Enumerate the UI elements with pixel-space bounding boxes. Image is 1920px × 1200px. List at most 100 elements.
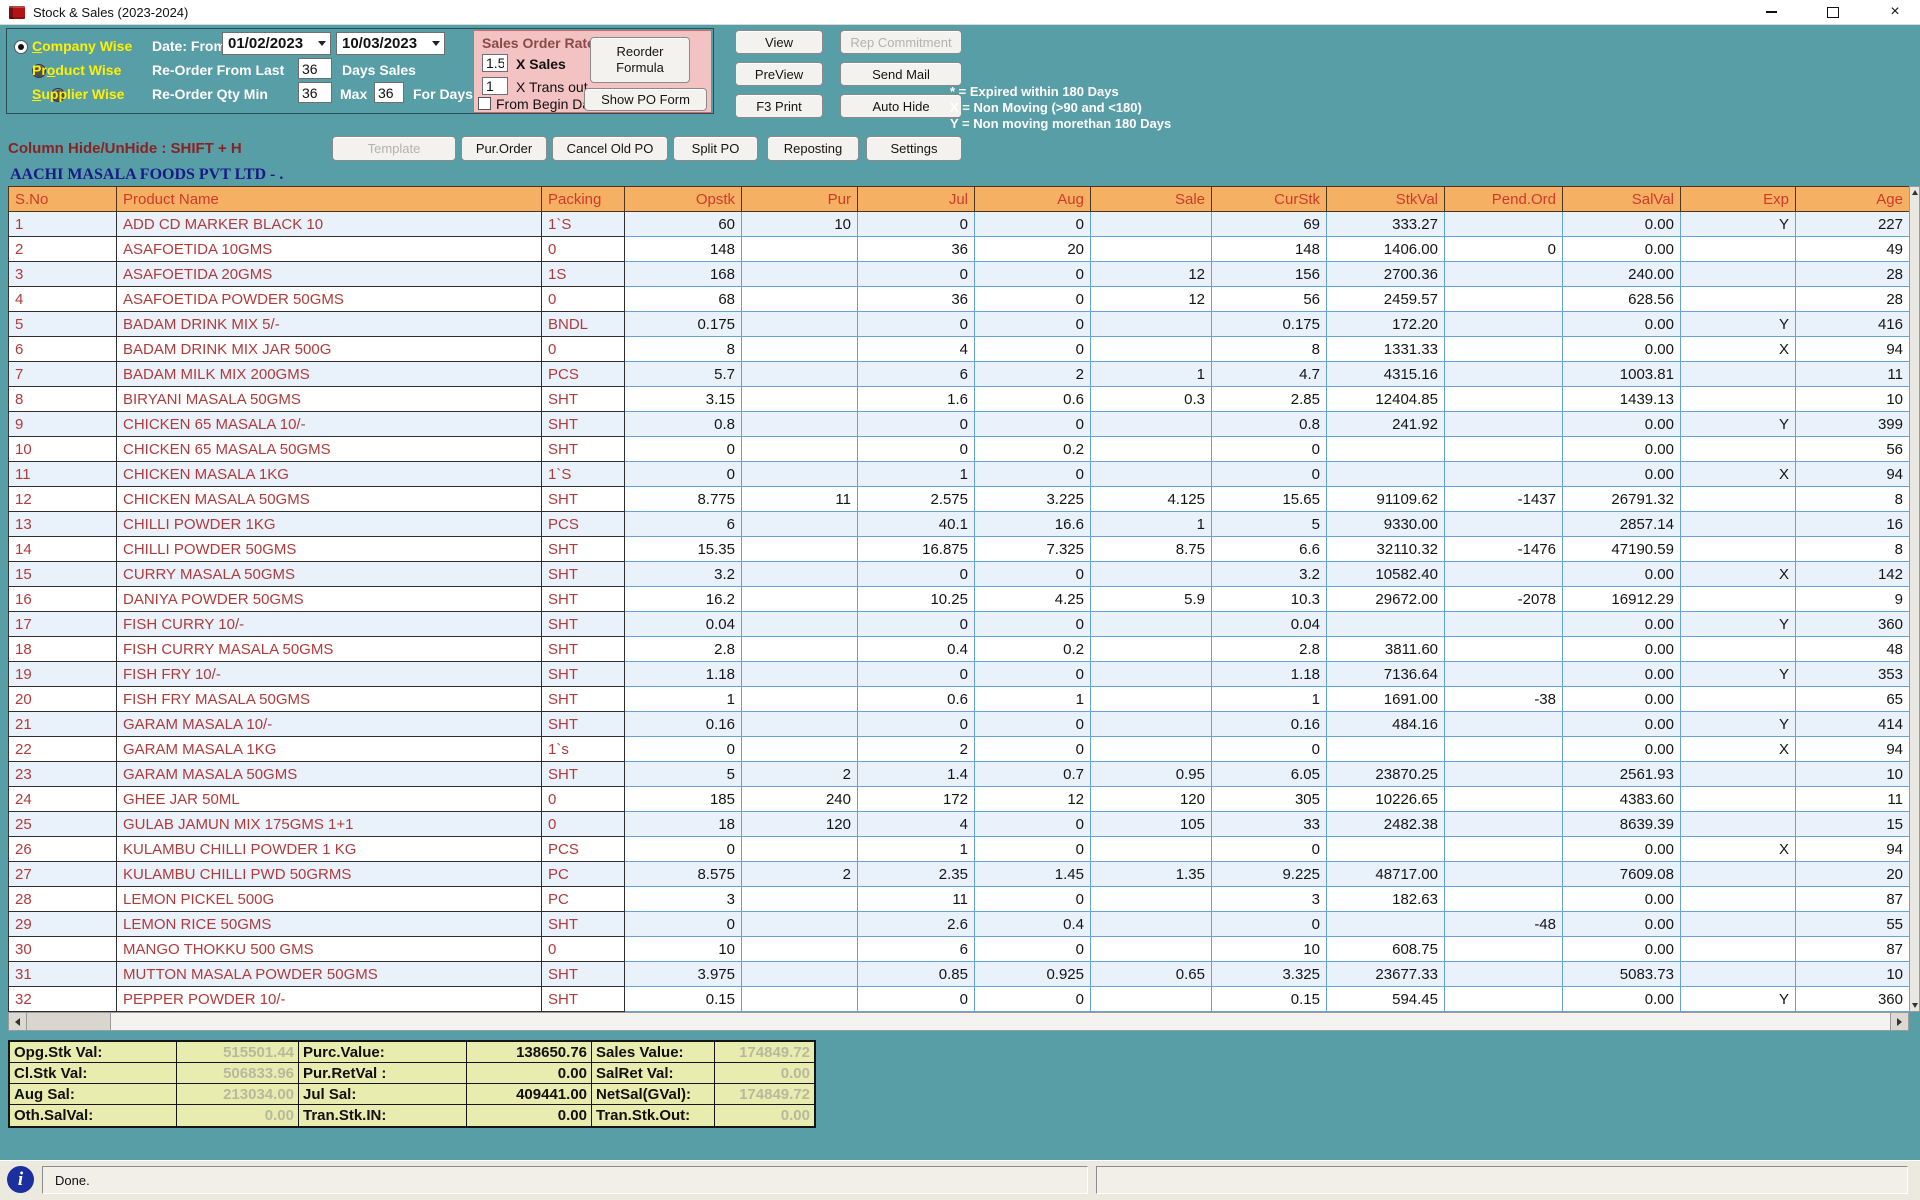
table-row[interactable]: 24 GHEE JAR 50ML 0 185 240 172 12 120 305 10226.6…: [8, 786, 1910, 812]
table-row[interactable]: 12 CHICKEN MASALA 50GMS SHT 8.775 11 2.575 3.2…: [8, 486, 1910, 512]
table-row[interactable]: 23 GARAM MASALA 50GMS SHT 5 2 1.4 0.7 0.95 6.05 2…: [8, 761, 1910, 787]
f3-print-button[interactable]: F3 Print: [735, 94, 823, 118]
close-button[interactable]: ×: [1890, 3, 1900, 20]
column-header-exp[interactable]: Exp: [1680, 186, 1796, 212]
scroll-up-icon[interactable]: [1911, 190, 1918, 195]
table-row[interactable]: 3 ASAFOETIDA 20GMS 1S 168 0 0 12 156 2700.36 240.…: [8, 261, 1910, 287]
table-row[interactable]: 25 GULAB JAMUN MIX 175GMS 1+1 0 18 120 4 0 105 3…: [8, 811, 1910, 837]
qty-max-input[interactable]: [374, 82, 404, 103]
window-controls: ×: [1760, 0, 1906, 24]
table-row[interactable]: 10 CHICKEN 65 MASALA 50GMS SHT 0 0 0.2 0 0.00 56: [8, 436, 1910, 462]
table-row[interactable]: 13 CHILLI POWDER 1KG PCS 6 40.1 16.6 1 5 9330.00…: [8, 511, 1910, 537]
send-mail-button[interactable]: Send Mail: [840, 62, 962, 86]
column-header-salval[interactable]: SalVal: [1562, 186, 1681, 212]
sales-rate-input[interactable]: [482, 54, 508, 72]
supplier-wise-radio[interactable]: [50, 88, 65, 102]
table-row[interactable]: 26 KULAMBU CHILLI POWDER 1 KG PCS 0 1 0 0 0.00 X…: [8, 836, 1910, 862]
table-row[interactable]: 5 BADAM DRINK MIX 5/- BNDL 0.175 0 0 0.175 172.…: [8, 311, 1910, 337]
table-row[interactable]: 7 BADAM MILK MIX 200GMS PCS 5.7 6 2 1 4.7 4315.1…: [8, 361, 1910, 387]
column-header-sale[interactable]: Sale: [1090, 186, 1212, 212]
column-header-stkval[interactable]: StkVal: [1326, 186, 1445, 212]
chevron-down-icon[interactable]: [314, 33, 330, 54]
product-wise-radio[interactable]: [32, 64, 47, 78]
table-row[interactable]: 31 MUTTON MASALA POWDER 50GMS SHT 3.975 0.85…: [8, 961, 1910, 987]
column-header-packing[interactable]: Packing: [541, 186, 625, 212]
settings-button[interactable]: Settings: [866, 136, 962, 161]
scrollbar-thumb[interactable]: [27, 1013, 111, 1030]
table-row[interactable]: 30 MANGO THOKKU 500 GMS 0 10 6 0 10 608.75 0.00 8…: [8, 936, 1910, 962]
sales-order-rate-panel: Sales Order Rate X Sales X Trans out Fro…: [473, 30, 712, 113]
table-row[interactable]: 32 PEPPER POWDER 10/- SHT 0.15 0 0 0.15 594.45 0…: [8, 986, 1910, 1012]
scrollbar-track[interactable]: [111, 1013, 1890, 1030]
summary-value: 515501.44: [177, 1042, 299, 1063]
reorder-formula-button[interactable]: Reorder Formula: [590, 37, 690, 83]
summary-value: 0.00: [467, 1105, 592, 1126]
title-bar: Stock & Sales (2023-2024) ×: [0, 0, 1920, 25]
show-po-form-button[interactable]: Show PO Form: [584, 88, 707, 111]
table-row[interactable]: 29 LEMON RICE 50GMS SHT 0 2.6 0.4 0 -48 0.00 55: [8, 911, 1910, 937]
view-button[interactable]: View: [735, 30, 823, 54]
table-row[interactable]: 27 KULAMBU CHILLI PWD 50GRMS PC 8.575 2 2.35 1…: [8, 861, 1910, 887]
cancel-old-po-button[interactable]: Cancel Old PO: [552, 136, 668, 161]
preview-button[interactable]: PreView: [735, 62, 823, 86]
vertical-scrollbar[interactable]: [1909, 186, 1920, 1012]
table-row[interactable]: 21 GARAM MASALA 10/- SHT 0.16 0 0 0.16 484.16 0.…: [8, 711, 1910, 737]
pur-order-button[interactable]: Pur.Order: [461, 136, 547, 161]
table-row[interactable]: 20 FISH FRY MASALA 50GMS SHT 1 0.6 1 1 1691.00-…: [8, 686, 1910, 712]
maximize-button[interactable]: [1822, 1, 1844, 23]
table-row[interactable]: 2 ASAFOETIDA 10GMS 0 148 36 20 148 1406.00 0 0.00…: [8, 236, 1910, 262]
date-from-select[interactable]: 01/02/2023: [222, 32, 331, 55]
summary-label: Purc.Value:: [299, 1042, 467, 1063]
column-header-pend-ord[interactable]: Pend.Ord: [1444, 186, 1563, 212]
table-row[interactable]: 9 CHICKEN 65 MASALA 10/- SHT 0.8 0 0 0.8 241.92…: [8, 411, 1910, 437]
table-row[interactable]: 28 LEMON PICKEL 500G PC 3 11 0 3 182.63 0.00 87: [8, 886, 1910, 912]
reposting-button[interactable]: Reposting: [767, 136, 859, 161]
company-wise-radio[interactable]: [14, 40, 28, 54]
summary-label: Pur.RetVal :: [299, 1063, 467, 1084]
company-wise-label[interactable]: Company Wise: [32, 38, 133, 54]
column-header-opstk[interactable]: Opstk: [624, 186, 742, 212]
minimize-button[interactable]: [1760, 1, 1782, 23]
filter-panel: [6, 28, 714, 114]
from-begin-date-checkbox[interactable]: [478, 97, 491, 110]
table-row[interactable]: 14 CHILLI POWDER 50GMS SHT 15.35 16.875 7.325…: [8, 536, 1910, 562]
column-header-jul[interactable]: Jul: [857, 186, 975, 212]
column-header-aug[interactable]: Aug: [974, 186, 1091, 212]
table-row[interactable]: 16 DANIYA POWDER 50GMS SHT 16.2 10.25 4.25 5.9…: [8, 586, 1910, 612]
column-header-age[interactable]: Age: [1795, 186, 1910, 212]
legend: * = Expired within 180 Days X = Non Movi…: [950, 84, 1171, 132]
column-header-s-no[interactable]: S.No: [8, 186, 117, 212]
horizontal-scrollbar[interactable]: [8, 1012, 1909, 1031]
scroll-right-button[interactable]: [1890, 1013, 1908, 1030]
scroll-left-button[interactable]: [9, 1013, 27, 1030]
chevron-down-icon[interactable]: [428, 33, 444, 54]
column-header-curstk[interactable]: CurStk: [1211, 186, 1327, 212]
product-wise-label[interactable]: Product Wise: [32, 62, 122, 78]
summary-value: 506833.96: [177, 1063, 299, 1084]
scroll-down-icon[interactable]: [1911, 1003, 1918, 1008]
maximize-icon: [1827, 6, 1839, 18]
supplier-wise-label[interactable]: Supplier Wise: [32, 86, 125, 102]
table-row[interactable]: 15 CURRY MASALA 50GMS SHT 3.2 0 0 3.2 10582.40 0…: [8, 561, 1910, 587]
summary-label: Tran.Stk.Out:: [592, 1105, 715, 1126]
table-row[interactable]: 18 FISH CURRY MASALA 50GMS SHT 2.8 0.4 0.2 2.8…: [8, 636, 1910, 662]
split-po-button[interactable]: Split PO: [673, 136, 758, 161]
table-row[interactable]: 8 BIRYANI MASALA 50GMS SHT 3.15 1.6 0.6 0.3 2.8…: [8, 386, 1910, 412]
summary-label: Cl.Stk Val:: [10, 1063, 177, 1084]
reorder-days-input[interactable]: [298, 58, 332, 79]
table-row[interactable]: 11 CHICKEN MASALA 1KG 1`S 0 1 0 0 0.00 X 94: [8, 461, 1910, 487]
table-row[interactable]: 1 ADD CD MARKER BLACK 10 1`S 60 10 0 0 69 333.27…: [8, 211, 1910, 237]
table-row[interactable]: 17 FISH CURRY 10/- SHT 0.04 0 0 0.04 0.00 Y 360: [8, 611, 1910, 637]
table-row[interactable]: 19 FISH FRY 10/- SHT 1.18 0 0 1.18 7136.64 0.00 Y…: [8, 661, 1910, 687]
table-row[interactable]: 22 GARAM MASALA 1KG 1`s 0 2 0 0 0.00 X 94: [8, 736, 1910, 762]
x-trans-out-label: X Trans out: [516, 79, 588, 95]
column-header-pur[interactable]: Pur: [741, 186, 858, 212]
date-to-select[interactable]: 10/03/2023: [336, 32, 445, 55]
qty-min-input[interactable]: [298, 82, 332, 103]
column-header-product-name[interactable]: Product Name: [116, 186, 542, 212]
table-row[interactable]: 6 BADAM DRINK MIX JAR 500G 0 8 4 0 8 1331.33 0.0…: [8, 336, 1910, 362]
trans-rate-input[interactable]: [482, 77, 508, 95]
table-row[interactable]: 4 ASAFOETIDA POWDER 50GMS 0 68 36 0 12 56 2459.5…: [8, 286, 1910, 312]
template-button: Template: [332, 136, 456, 161]
auto-hide-button[interactable]: Auto Hide: [840, 94, 962, 118]
